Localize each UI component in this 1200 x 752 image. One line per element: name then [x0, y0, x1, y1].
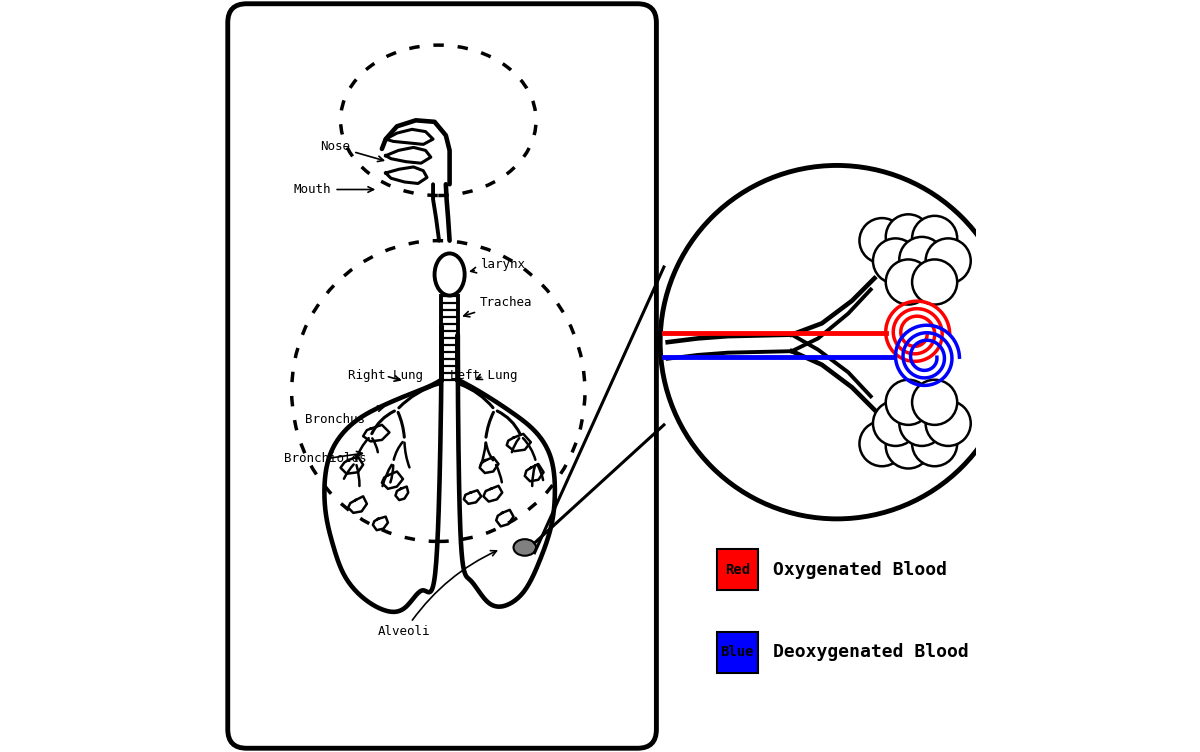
Circle shape [886, 259, 931, 305]
Circle shape [859, 218, 905, 263]
Circle shape [925, 401, 971, 446]
Text: Nose: Nose [320, 140, 384, 162]
Text: Bronchus: Bronchus [305, 406, 384, 426]
Text: Oxygenated Blood: Oxygenated Blood [773, 561, 947, 578]
Text: Left Lung: Left Lung [450, 369, 517, 383]
Circle shape [912, 259, 958, 305]
Circle shape [872, 401, 918, 446]
Circle shape [899, 237, 944, 282]
Circle shape [912, 421, 958, 466]
Circle shape [859, 421, 905, 466]
Circle shape [912, 216, 958, 261]
Text: larynx: larynx [470, 258, 524, 273]
Text: Red: Red [725, 562, 750, 577]
Circle shape [886, 423, 931, 468]
FancyBboxPatch shape [228, 4, 656, 748]
Text: Bronchioles: Bronchioles [284, 451, 367, 465]
Text: Deoxygenated Blood: Deoxygenated Blood [773, 644, 968, 661]
FancyBboxPatch shape [716, 632, 758, 673]
Circle shape [925, 238, 971, 284]
Circle shape [899, 401, 944, 446]
Text: Right Lung: Right Lung [348, 369, 424, 383]
Ellipse shape [434, 253, 464, 296]
Text: Mouth: Mouth [294, 183, 373, 196]
Circle shape [872, 238, 918, 284]
FancyBboxPatch shape [716, 549, 758, 590]
Circle shape [660, 165, 1014, 519]
Text: Trachea: Trachea [463, 296, 533, 317]
Circle shape [886, 380, 931, 425]
Circle shape [912, 380, 958, 425]
Ellipse shape [514, 539, 536, 556]
Circle shape [886, 214, 931, 259]
Text: Blue: Blue [720, 645, 754, 660]
Text: Alveoli: Alveoli [378, 550, 497, 638]
